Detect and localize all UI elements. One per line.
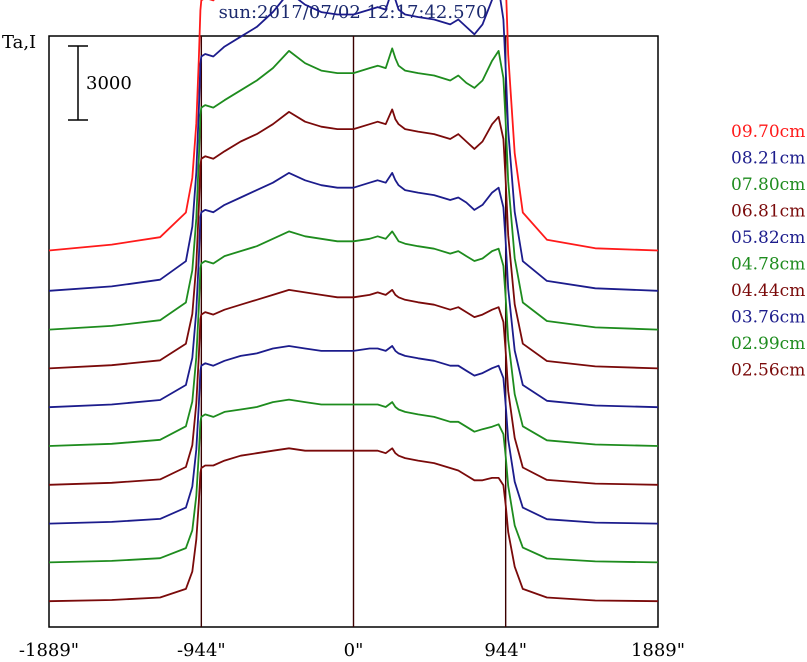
series-lines xyxy=(48,0,659,603)
legend-entry-3: 06.81cm xyxy=(731,202,805,222)
legend: 09.70cm 08.21cm 07.80cm 06.81cm 05.82cm 04.78… xyxy=(731,122,805,381)
series-line-8 xyxy=(48,398,659,564)
series-line-7 xyxy=(48,345,659,525)
series-line-1 xyxy=(48,0,659,292)
y-axis-label: Ta,I xyxy=(2,32,36,53)
legend-entry-6: 04.44cm xyxy=(731,281,805,301)
series-line-0 xyxy=(48,0,659,252)
legend-entry-4: 05.82cm xyxy=(731,228,805,248)
legend-entry-1: 08.21cm xyxy=(731,149,805,169)
series-line-2 xyxy=(48,47,659,331)
legend-entry-2: 07.80cm xyxy=(731,175,805,195)
series-line-5 xyxy=(48,230,659,447)
scale-bar-label: 3000 xyxy=(86,73,132,94)
intensity-scale-bar: 3000 xyxy=(68,45,132,121)
series-line-9 xyxy=(48,447,659,603)
legend-entry-5: 04.78cm xyxy=(731,255,805,275)
legend-entry-0: 09.70cm xyxy=(731,122,805,142)
series-line-3 xyxy=(48,108,659,370)
series-line-6 xyxy=(48,288,659,486)
legend-entry-9: 02.56cm xyxy=(731,361,805,381)
series-line-4 xyxy=(48,171,659,409)
x-tick-label-4: 1889" xyxy=(631,640,685,661)
x-tick-label-2: 0" xyxy=(344,640,364,661)
reference-lines xyxy=(200,36,507,627)
x-tick-label-1: -944" xyxy=(177,640,226,661)
legend-entry-8: 02.99cm xyxy=(731,334,805,354)
legend-entry-7: 03.76cm xyxy=(731,308,805,328)
chart-title: sun:2017/07/02 12:17:42.570 xyxy=(219,2,488,23)
x-tick-label-0: -1889" xyxy=(19,640,79,661)
x-axis-ticks: -1889" -944" 0" 944" 1889" xyxy=(19,640,685,661)
x-tick-label-3: 944" xyxy=(484,640,527,661)
